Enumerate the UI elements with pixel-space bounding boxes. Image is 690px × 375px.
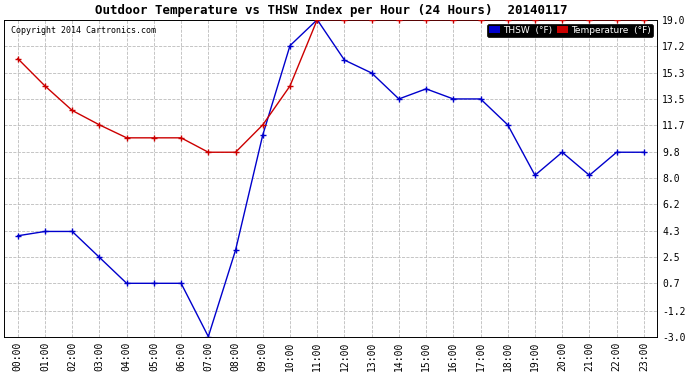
Legend: THSW  (°F), Temperature  (°F): THSW (°F), Temperature (°F): [487, 24, 653, 37]
Text: Copyright 2014 Cartronics.com: Copyright 2014 Cartronics.com: [11, 26, 156, 35]
Title: Outdoor Temperature vs THSW Index per Hour (24 Hours)  20140117: Outdoor Temperature vs THSW Index per Ho…: [95, 4, 567, 17]
